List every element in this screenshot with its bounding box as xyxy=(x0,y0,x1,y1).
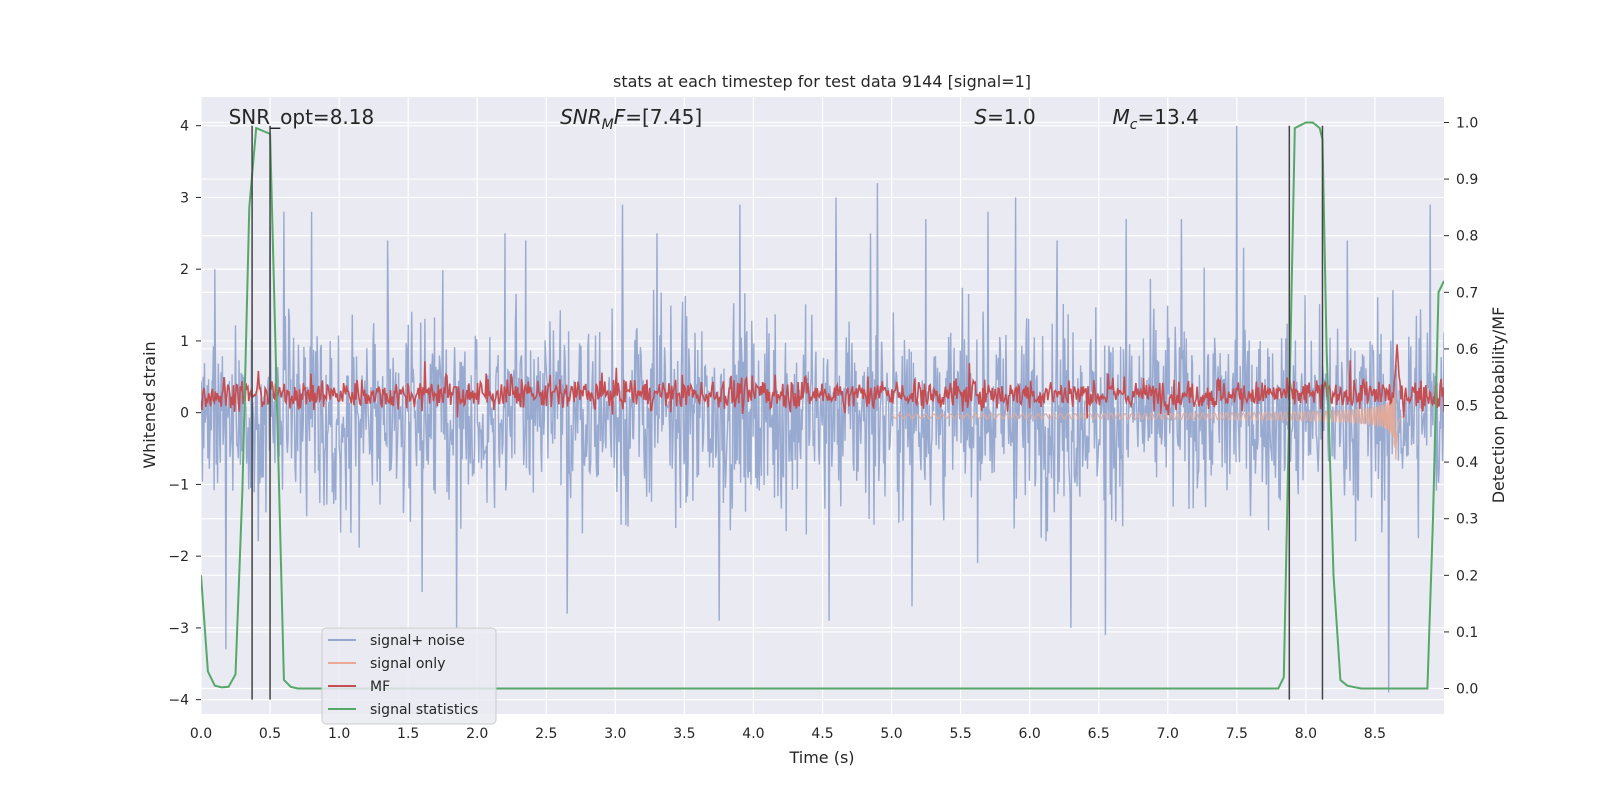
y-tick-label: 2 xyxy=(180,262,189,278)
x-tick-label: 6.5 xyxy=(1088,726,1110,742)
x-tick-label: 7.0 xyxy=(1157,726,1179,742)
noise-trace xyxy=(201,125,1444,693)
y-tick-label: −3 xyxy=(168,621,189,637)
x-tick-label: 3.0 xyxy=(604,726,626,742)
x-tick-label: 4.5 xyxy=(811,726,833,742)
series-signal-only xyxy=(891,387,1403,460)
x-tick-label: 1.5 xyxy=(397,726,419,742)
y-axis-label: Whitened strain xyxy=(140,341,159,468)
y-tick-label: 0 xyxy=(180,406,189,422)
vertical-markers xyxy=(251,125,1324,700)
x-tick-label: 0.0 xyxy=(190,726,212,742)
y2-axis-label: Detection probability/MF xyxy=(1489,307,1508,504)
y2-tick-label: 0.1 xyxy=(1456,625,1478,641)
annotation-0: SNR_opt=8.18 xyxy=(229,105,375,129)
series-layer xyxy=(201,121,1444,693)
mf-trace xyxy=(201,344,1444,419)
y-tick-label: 3 xyxy=(180,190,189,206)
chirp-trace xyxy=(891,387,1403,460)
legend-label: signal+ noise xyxy=(370,633,465,649)
x-tick-label: 5.0 xyxy=(880,726,902,742)
x-tick-label: 5.5 xyxy=(949,726,971,742)
y2-tick-label: 0.8 xyxy=(1456,229,1478,245)
y-tick-label: −4 xyxy=(168,693,189,709)
series-signal-noise xyxy=(201,125,1444,693)
x-axis-label: Time (s) xyxy=(788,748,854,767)
annotation-3: Mc=13.4 xyxy=(1113,105,1199,133)
legend-box xyxy=(321,627,497,725)
x-tick-label: 2.5 xyxy=(535,726,557,742)
y-tick-label: 1 xyxy=(180,334,189,350)
y2-tick-label: 0.0 xyxy=(1456,682,1478,698)
series-mf xyxy=(201,344,1444,419)
legend-label: MF xyxy=(370,679,390,695)
x-tick-label: 8.0 xyxy=(1295,726,1317,742)
x-tick-label: 4.0 xyxy=(742,726,764,742)
y-tick-label: 4 xyxy=(180,119,189,135)
y2-tick-label: 0.9 xyxy=(1456,172,1478,188)
legend-label: signal statistics xyxy=(370,702,478,718)
y-tick-label: −2 xyxy=(168,549,189,565)
annotation-1: SNRMF=[7.45] xyxy=(560,105,702,133)
x-tick-label: 1.0 xyxy=(328,726,350,742)
chart-title: stats at each timestep for test data 914… xyxy=(613,72,1031,91)
y-tick-label: −1 xyxy=(168,477,189,493)
x-tick-label: 6.0 xyxy=(1019,726,1041,742)
y2-tick-label: 1.0 xyxy=(1456,115,1478,131)
y2-axis-ticks: 0.0 0.1 0.2 0.3 0.4 0.5 0.6 0.7 0.8 0.9 1.0 xyxy=(1444,115,1478,698)
annotation-2: S=1.0 xyxy=(974,105,1035,129)
x-tick-label: 0.5 xyxy=(259,726,281,742)
x-tick-label: 2.0 xyxy=(466,726,488,742)
y2-tick-label: 0.6 xyxy=(1456,342,1478,358)
x-tick-label: 3.5 xyxy=(673,726,695,742)
y2-tick-label: 0.2 xyxy=(1456,568,1478,584)
x-axis-ticks: 0.0 0.5 1.0 1.5 2.0 2.5 3.0 3.5 4.0 4.5 5.0 5.5 6.0 6… xyxy=(190,726,1386,742)
x-tick-label: 7.5 xyxy=(1226,726,1248,742)
y2-tick-label: 0.7 xyxy=(1456,285,1478,301)
annotations: SNR_opt=8.18 SNRMF=[7.45] S=1.0 Mc=13.4 xyxy=(229,105,1199,133)
y2-tick-label: 0.3 xyxy=(1456,512,1478,528)
x-tick-label: 8.5 xyxy=(1364,726,1386,742)
legend-label: signal only xyxy=(370,656,445,672)
y2-tick-label: 0.4 xyxy=(1456,455,1478,471)
y-axis-ticks: −4 −3 −2 −1 0 1 2 3 4 xyxy=(168,119,201,709)
y2-tick-label: 0.5 xyxy=(1456,399,1478,415)
legend: signal+ noise signal only MF signal statist… xyxy=(321,627,497,725)
